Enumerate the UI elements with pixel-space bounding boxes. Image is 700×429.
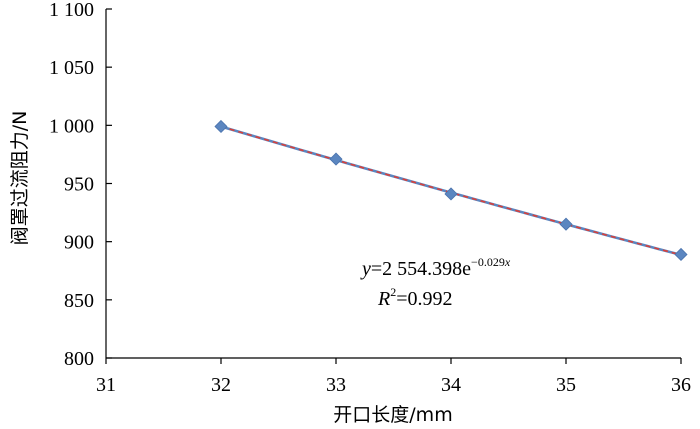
- trendline-dashed: [220, 125, 682, 256]
- data-point: [674, 247, 688, 262]
- x-tick-label: 31: [96, 374, 116, 396]
- svg-text:y=2 554.398e−0.029x: y=2 554.398e−0.029x: [360, 255, 511, 280]
- data-point: [444, 187, 458, 201]
- r2-label: R: [377, 288, 390, 310]
- eq-exponent: −0.029: [471, 255, 505, 269]
- x-tick-label: 32: [211, 374, 231, 396]
- y-tick-label: 950: [64, 174, 94, 196]
- data-points: [214, 119, 688, 262]
- x-tick-label: 35: [556, 374, 576, 396]
- eq-y-var: y: [360, 258, 371, 280]
- eq-coefficient: =2 554.398e: [371, 258, 471, 280]
- y-tick-label: 1 050: [49, 57, 94, 79]
- svg-text:R2=0.992: R2=0.992: [377, 285, 453, 310]
- x-axis-ticks: 31 32 33 34 35 36: [96, 358, 691, 396]
- y-tick-label: 1 000: [49, 115, 94, 137]
- r2-superscript: 2: [390, 285, 396, 299]
- x-tick-label: 34: [441, 374, 461, 396]
- data-point: [329, 152, 343, 166]
- eq-exponent-var: x: [504, 255, 511, 269]
- y-tick-label: 900: [64, 232, 94, 254]
- y-tick-label: 800: [64, 348, 94, 370]
- trend-equation: y=2 554.398e−0.029x R2=0.992: [360, 255, 511, 310]
- data-point: [559, 217, 573, 231]
- y-tick-label: 850: [64, 290, 94, 312]
- x-tick-label: 36: [671, 374, 691, 396]
- y-axis-title: 阀罩过流阻力/N: [9, 111, 31, 246]
- x-axis-title: 开口长度/mm: [333, 404, 452, 426]
- y-tick-label: 1 100: [49, 0, 94, 21]
- data-point: [214, 119, 228, 134]
- r2-value: =0.992: [396, 288, 452, 310]
- x-tick-label: 33: [326, 374, 346, 396]
- y-axis-ticks: 800 850 900 950 1 000 1 050 1 100: [49, 0, 112, 370]
